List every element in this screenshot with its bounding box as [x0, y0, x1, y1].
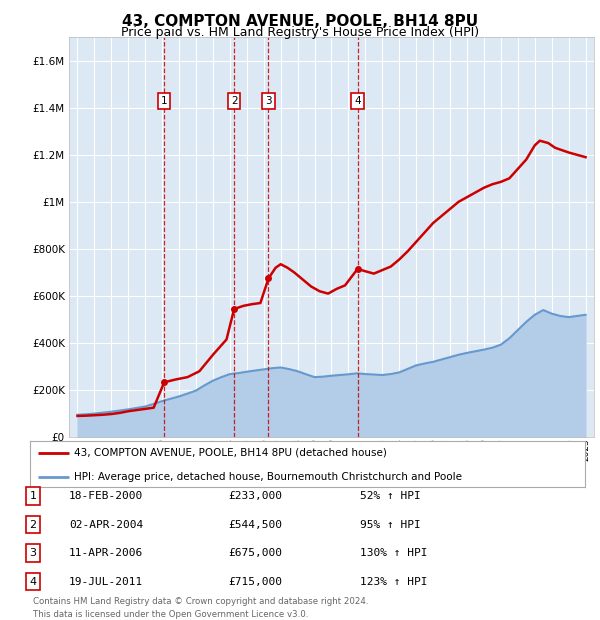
Text: 43, COMPTON AVENUE, POOLE, BH14 8PU: 43, COMPTON AVENUE, POOLE, BH14 8PU [122, 14, 478, 29]
Text: £544,500: £544,500 [228, 520, 282, 529]
Text: 1: 1 [29, 491, 37, 501]
Text: 18-FEB-2000: 18-FEB-2000 [69, 491, 143, 501]
Text: 3: 3 [29, 548, 37, 558]
Text: 2: 2 [29, 520, 37, 529]
Text: £675,000: £675,000 [228, 548, 282, 558]
Text: 1: 1 [161, 95, 167, 106]
Text: 02-APR-2004: 02-APR-2004 [69, 520, 143, 529]
Text: Contains HM Land Registry data © Crown copyright and database right 2024.
This d: Contains HM Land Registry data © Crown c… [33, 597, 368, 619]
Text: Price paid vs. HM Land Registry's House Price Index (HPI): Price paid vs. HM Land Registry's House … [121, 26, 479, 39]
Text: 130% ↑ HPI: 130% ↑ HPI [360, 548, 427, 558]
Text: 95% ↑ HPI: 95% ↑ HPI [360, 520, 421, 529]
Text: 3: 3 [265, 95, 272, 106]
Text: 4: 4 [29, 577, 37, 587]
Text: £233,000: £233,000 [228, 491, 282, 501]
Text: 43, COMPTON AVENUE, POOLE, BH14 8PU (detached house): 43, COMPTON AVENUE, POOLE, BH14 8PU (det… [74, 448, 387, 458]
Text: 4: 4 [354, 95, 361, 106]
Text: 11-APR-2006: 11-APR-2006 [69, 548, 143, 558]
Text: £715,000: £715,000 [228, 577, 282, 587]
Text: 2: 2 [231, 95, 238, 106]
Text: 19-JUL-2011: 19-JUL-2011 [69, 577, 143, 587]
Text: 52% ↑ HPI: 52% ↑ HPI [360, 491, 421, 501]
Text: HPI: Average price, detached house, Bournemouth Christchurch and Poole: HPI: Average price, detached house, Bour… [74, 472, 463, 482]
Text: 123% ↑ HPI: 123% ↑ HPI [360, 577, 427, 587]
